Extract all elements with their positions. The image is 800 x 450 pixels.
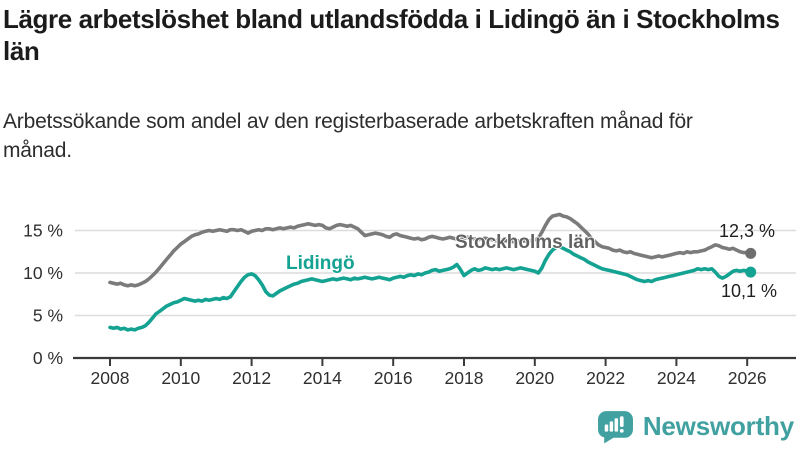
bar-small	[604, 424, 609, 432]
x-tick-label: 2026	[728, 368, 767, 388]
x-tick-label: 2010	[161, 368, 200, 388]
series-end-dot	[745, 247, 757, 259]
x-tick-label: 2024	[657, 368, 696, 388]
y-tick-label: 5 %	[33, 306, 63, 326]
x-tick-label: 2016	[374, 368, 413, 388]
newsworthy-wordmark: Newsworthy	[642, 411, 794, 441]
newsworthy-logo-icon	[597, 411, 633, 443]
x-tick-label: 2012	[232, 368, 271, 388]
chart-subtitle: Arbetssökande som andel av den registerb…	[3, 110, 693, 162]
end-value-label-lidingo: 10,1 %	[721, 281, 778, 301]
x-tick-label: 2022	[586, 368, 625, 388]
exclamation-dot	[619, 429, 624, 433]
series-line	[108, 244, 753, 332]
series-end-dot	[745, 266, 757, 278]
series-label-lidingo: Lidingö	[286, 253, 355, 274]
newsworthy-branding: Newsworthy	[597, 410, 794, 443]
y-tick-label: 10 %	[23, 263, 63, 283]
page-title: Lägre arbetslöshet bland utlandsfödda i …	[3, 4, 780, 66]
y-tick-label: 15 %	[23, 221, 63, 241]
series-label-stockholms-lan: Stockholms län	[455, 232, 596, 253]
x-tick-label: 2018	[445, 368, 484, 388]
series-line	[108, 212, 753, 288]
x-tick-label: 2014	[303, 368, 342, 388]
end-value-label-stockholms-lan: 12,3 %	[719, 221, 776, 241]
exclamation-stem	[619, 416, 624, 428]
y-tick-label: 0 %	[33, 348, 63, 368]
bar-medium	[609, 421, 613, 432]
x-tick-label: 2008	[91, 368, 130, 388]
bar-large	[614, 418, 618, 432]
x-tick-label: 2020	[515, 368, 554, 388]
